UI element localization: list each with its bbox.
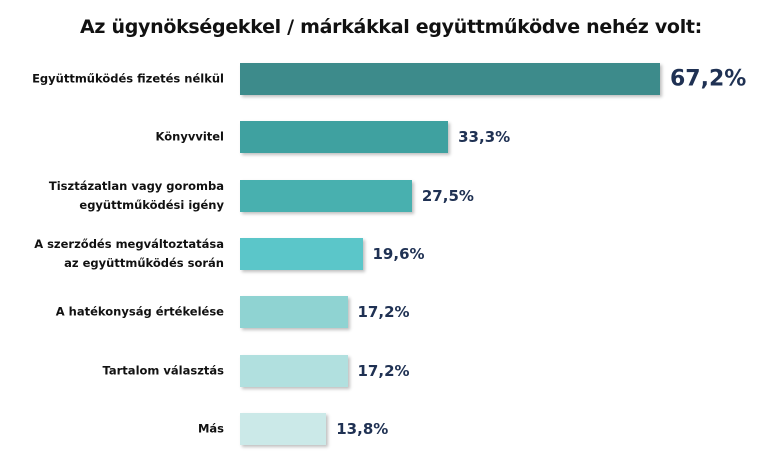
category-label: Tartalom választás bbox=[102, 363, 224, 377]
bar bbox=[240, 237, 363, 270]
category-label: Együttműködés fizetés nélkül bbox=[32, 71, 224, 86]
bar bbox=[240, 296, 348, 329]
bar bbox=[240, 179, 412, 212]
chart-title: Az ügynökségekkel / márkákkal együttműkö… bbox=[80, 16, 702, 38]
bar bbox=[240, 412, 327, 445]
category-label: Könyvvitel bbox=[155, 129, 224, 144]
category-label: A szerződés megváltoztatása az együttműk… bbox=[34, 236, 224, 270]
value-label: 67,2% bbox=[670, 66, 747, 92]
value-label: 33,3% bbox=[458, 128, 511, 147]
bar bbox=[240, 121, 449, 154]
bar bbox=[240, 63, 660, 95]
bar bbox=[240, 354, 348, 387]
value-label: 13,8% bbox=[336, 419, 389, 438]
value-label: 19,6% bbox=[372, 244, 425, 263]
category-label: A hatékonyság értékelése bbox=[55, 304, 224, 319]
category-label: Más bbox=[197, 421, 224, 436]
value-label: 17,2% bbox=[357, 361, 410, 380]
category-label: Tisztázatlan vagy goromba együttműködési… bbox=[48, 178, 224, 212]
value-label: 17,2% bbox=[357, 303, 410, 322]
value-label: 27,5% bbox=[421, 186, 474, 205]
